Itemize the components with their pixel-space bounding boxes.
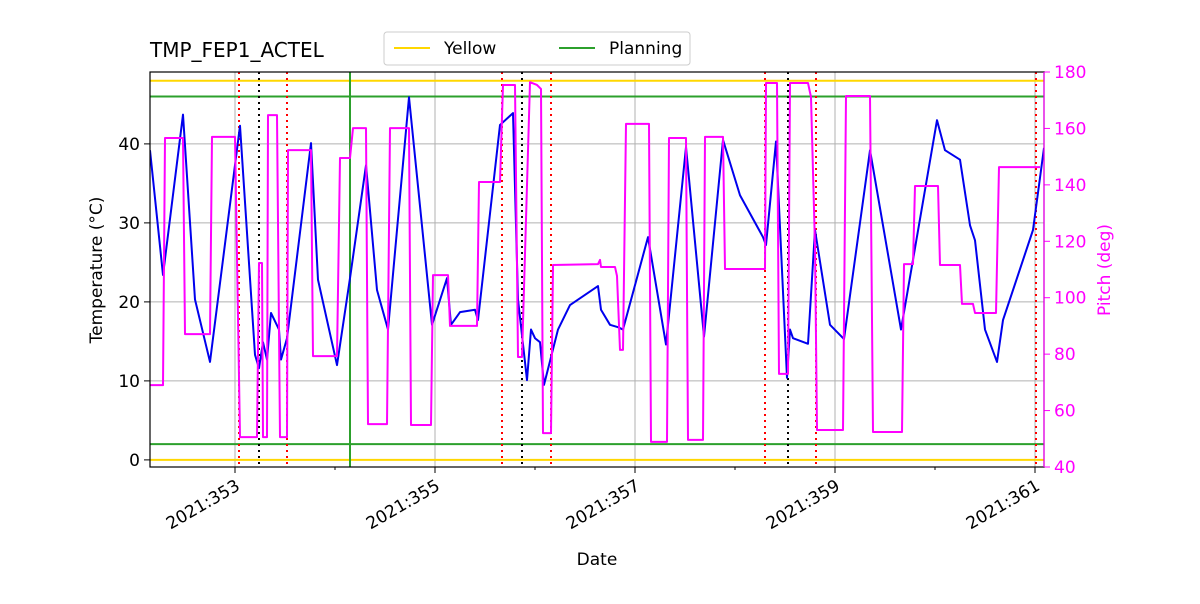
y2-axis-label: Pitch (deg) xyxy=(1095,224,1115,316)
x-tick-label: 2021:359 xyxy=(763,476,844,534)
y-tick-label: 0 xyxy=(129,451,140,471)
x-tick-label: 2021:357 xyxy=(563,476,644,534)
legend-label: Yellow xyxy=(443,39,496,59)
axes-frame xyxy=(149,71,1045,468)
series-line xyxy=(150,81,1040,443)
plot-area xyxy=(150,72,1044,467)
y2-tick-label: 120 xyxy=(1054,232,1086,252)
chart-title: TMP_FEP1_ACTEL xyxy=(149,38,325,62)
x-tick-label: 2021:353 xyxy=(163,476,244,534)
y-tick-label: 30 xyxy=(118,214,140,234)
legend-label: Planning xyxy=(609,39,682,59)
y-axis-label: Temperature (°C) xyxy=(87,197,107,345)
series-line xyxy=(150,96,1044,386)
y2-tick-label: 160 xyxy=(1054,119,1086,139)
y2-tick-label: 100 xyxy=(1054,289,1086,309)
x-axis-label: Date xyxy=(577,550,618,570)
y2-tick-label: 140 xyxy=(1054,176,1086,196)
legend-box xyxy=(383,31,691,66)
y-tick-label: 40 xyxy=(118,135,140,155)
x-tick-label: 2021:355 xyxy=(363,476,444,534)
y2-tick-label: 180 xyxy=(1054,63,1086,83)
y2-tick-label: 80 xyxy=(1054,345,1076,365)
y2-tick-label: 40 xyxy=(1054,458,1076,478)
y-tick-label: 20 xyxy=(118,293,140,313)
x-tick-label: 2021:361 xyxy=(963,476,1044,534)
y2-tick-label: 60 xyxy=(1054,402,1076,422)
y-tick-label: 10 xyxy=(118,372,140,392)
